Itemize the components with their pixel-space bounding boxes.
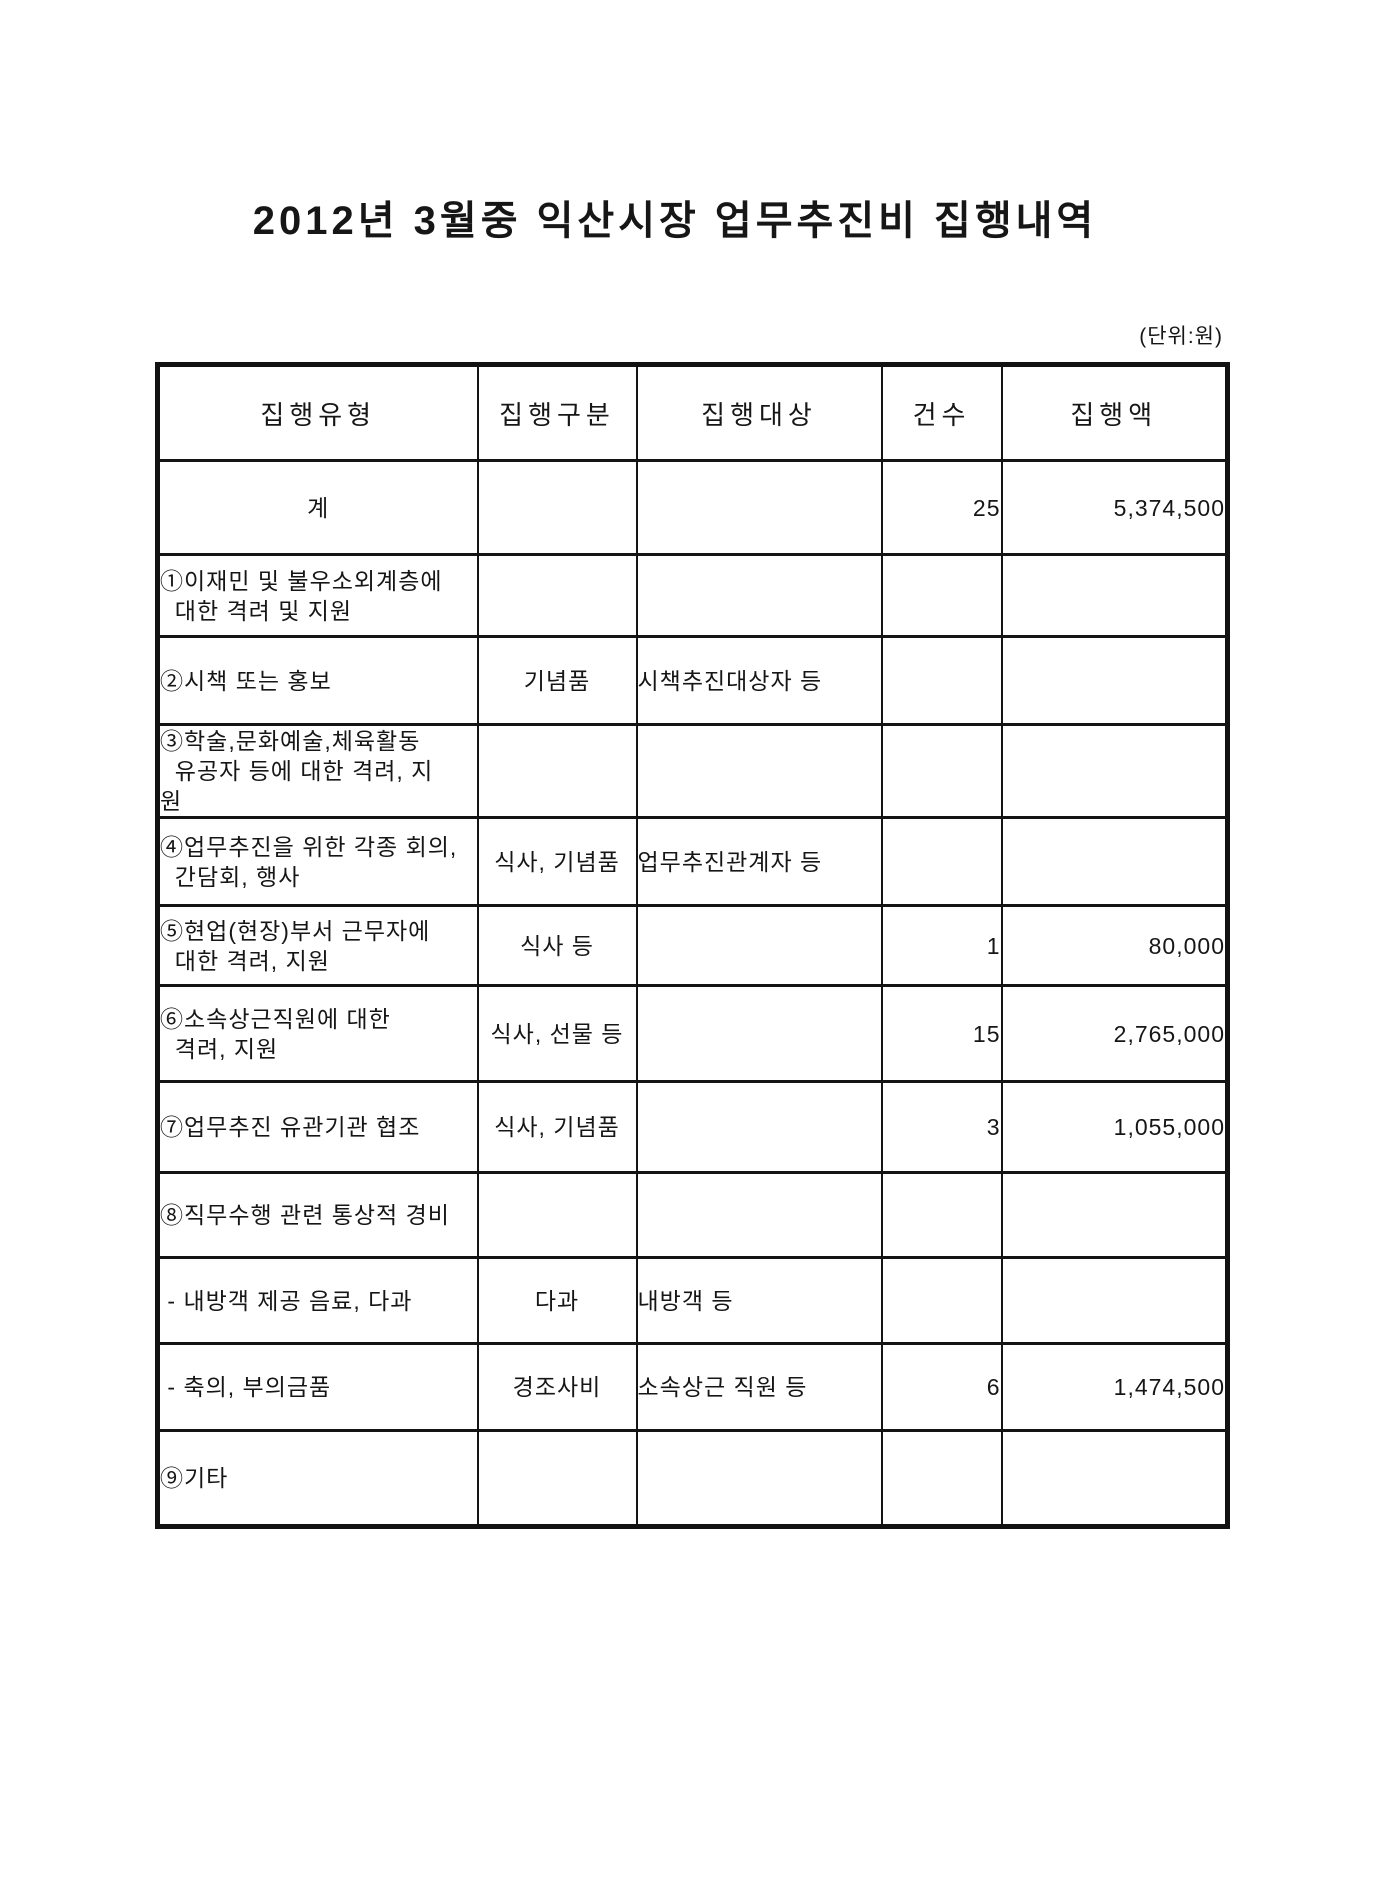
cell-count: 25 — [880, 459, 1003, 556]
table-row: ④업무추진을 위한 각종 회의, 간담회, 행사 식사, 기념품 업무추진관계자… — [156, 816, 1229, 907]
cell-type: ⑤현업(현장)부서 근무자에 대한 격려, 지원 — [156, 904, 479, 987]
cell-category — [476, 459, 638, 556]
cell-amount: 5,374,500 — [1000, 459, 1229, 556]
cell-type: ⑥소속상근직원에 대한 격려, 지원 — [156, 984, 479, 1083]
column-header-category: 집행구분 — [476, 363, 638, 462]
cell-category: 식사, 기념품 — [476, 1080, 638, 1174]
cell-category: 식사 등 — [476, 904, 638, 987]
table-row-total: 계 25 5,374,500 — [156, 459, 1229, 556]
cell-type: ②시책 또는 홍보 — [156, 635, 479, 726]
cell-target — [635, 459, 883, 556]
cell-category: 식사, 선물 등 — [476, 984, 638, 1083]
cell-type: ④업무추진을 위한 각종 회의, 간담회, 행사 — [156, 816, 479, 907]
cell-target — [635, 723, 883, 819]
cell-target: 내방객 등 — [635, 1256, 883, 1345]
cell-type: 계 — [156, 459, 479, 556]
cell-category — [476, 1171, 638, 1259]
cell-count — [880, 553, 1003, 638]
table-row: ⑧직무수행 관련 통상적 경비 — [156, 1171, 1229, 1259]
cell-category: 다과 — [476, 1256, 638, 1345]
cell-count — [880, 635, 1003, 726]
cell-category: 경조사비 — [476, 1342, 638, 1432]
table-row: ⑨기타 — [156, 1429, 1229, 1528]
cell-target: 소속상근 직원 등 — [635, 1342, 883, 1432]
cell-category — [476, 1429, 638, 1528]
cell-target — [635, 984, 883, 1083]
table-row: ③학술,문화예술,체육활동 유공자 등에 대한 격려, 지 원 — [156, 723, 1229, 819]
column-header-count: 건수 — [880, 363, 1003, 462]
table-row: ⑤현업(현장)부서 근무자에 대한 격려, 지원 식사 등 1 80,000 — [156, 904, 1229, 987]
page-title: 2012년 3월중 익산시장 업무추진비 집행내역 — [252, 199, 1098, 243]
cell-amount — [1000, 553, 1229, 638]
cell-count — [880, 1429, 1003, 1528]
cell-category — [476, 723, 638, 819]
table-row: - 내방객 제공 음료, 다과 다과 내방객 등 — [156, 1256, 1229, 1345]
cell-target — [635, 904, 883, 987]
cell-category — [476, 553, 638, 638]
cell-type: ⑨기타 — [156, 1429, 479, 1528]
cell-amount: 1,055,000 — [1000, 1080, 1229, 1174]
table-row: ⑥소속상근직원에 대한 격려, 지원 식사, 선물 등 15 2,765,000 — [156, 984, 1229, 1083]
table-row: ⑦업무추진 유관기관 협조 식사, 기념품 3 1,055,000 — [156, 1080, 1229, 1174]
cell-amount: 2,765,000 — [1000, 984, 1229, 1083]
cell-count: 1 — [880, 904, 1003, 987]
cell-target — [635, 553, 883, 638]
cell-category: 식사, 기념품 — [476, 816, 638, 907]
cell-type: - 축의, 부의금품 — [156, 1342, 479, 1432]
cell-target — [635, 1080, 883, 1174]
column-header-target: 집행대상 — [635, 363, 883, 462]
cell-amount — [1000, 1171, 1229, 1259]
cell-category: 기념품 — [476, 635, 638, 726]
table-row: ②시책 또는 홍보 기념품 시책추진대상자 등 — [156, 635, 1229, 726]
cell-amount: 1,474,500 — [1000, 1342, 1229, 1432]
cell-target: 시책추진대상자 등 — [635, 635, 883, 726]
cell-type: ⑦업무추진 유관기관 협조 — [156, 1080, 479, 1174]
table-header-row: 집행유형 집행구분 집행대상 건수 집행액 — [156, 363, 1229, 462]
cell-amount — [1000, 1256, 1229, 1345]
cell-type: ⑧직무수행 관련 통상적 경비 — [156, 1171, 479, 1259]
column-header-amount: 집행액 — [1000, 363, 1229, 462]
cell-count — [880, 816, 1003, 907]
cell-count: 3 — [880, 1080, 1003, 1174]
cell-count — [880, 1171, 1003, 1259]
cell-target — [635, 1171, 883, 1259]
cell-count — [880, 723, 1003, 819]
cell-type: - 내방객 제공 음료, 다과 — [156, 1256, 479, 1345]
table-row: - 축의, 부의금품 경조사비 소속상근 직원 등 6 1,474,500 — [156, 1342, 1229, 1432]
cell-target — [635, 1429, 883, 1528]
cell-amount: 80,000 — [1000, 904, 1229, 987]
cell-count: 15 — [880, 984, 1003, 1083]
cell-amount — [1000, 1429, 1229, 1528]
column-header-type: 집행유형 — [156, 363, 479, 462]
cell-type: ①이재민 및 불우소외계층에 대한 격려 및 지원 — [156, 553, 479, 638]
cell-count — [880, 1256, 1003, 1345]
unit-label: (단위:원) — [1139, 325, 1223, 348]
expense-table: 집행유형 집행구분 집행대상 건수 집행액 계 25 5,374,500 ①이재… — [155, 362, 1230, 1529]
cell-count: 6 — [880, 1342, 1003, 1432]
table-row: ①이재민 및 불우소외계층에 대한 격려 및 지원 — [156, 553, 1229, 638]
cell-type: ③학술,문화예술,체육활동 유공자 등에 대한 격려, 지 원 — [156, 723, 479, 819]
cell-target: 업무추진관계자 등 — [635, 816, 883, 907]
cell-amount — [1000, 635, 1229, 726]
cell-amount — [1000, 723, 1229, 819]
cell-amount — [1000, 816, 1229, 907]
